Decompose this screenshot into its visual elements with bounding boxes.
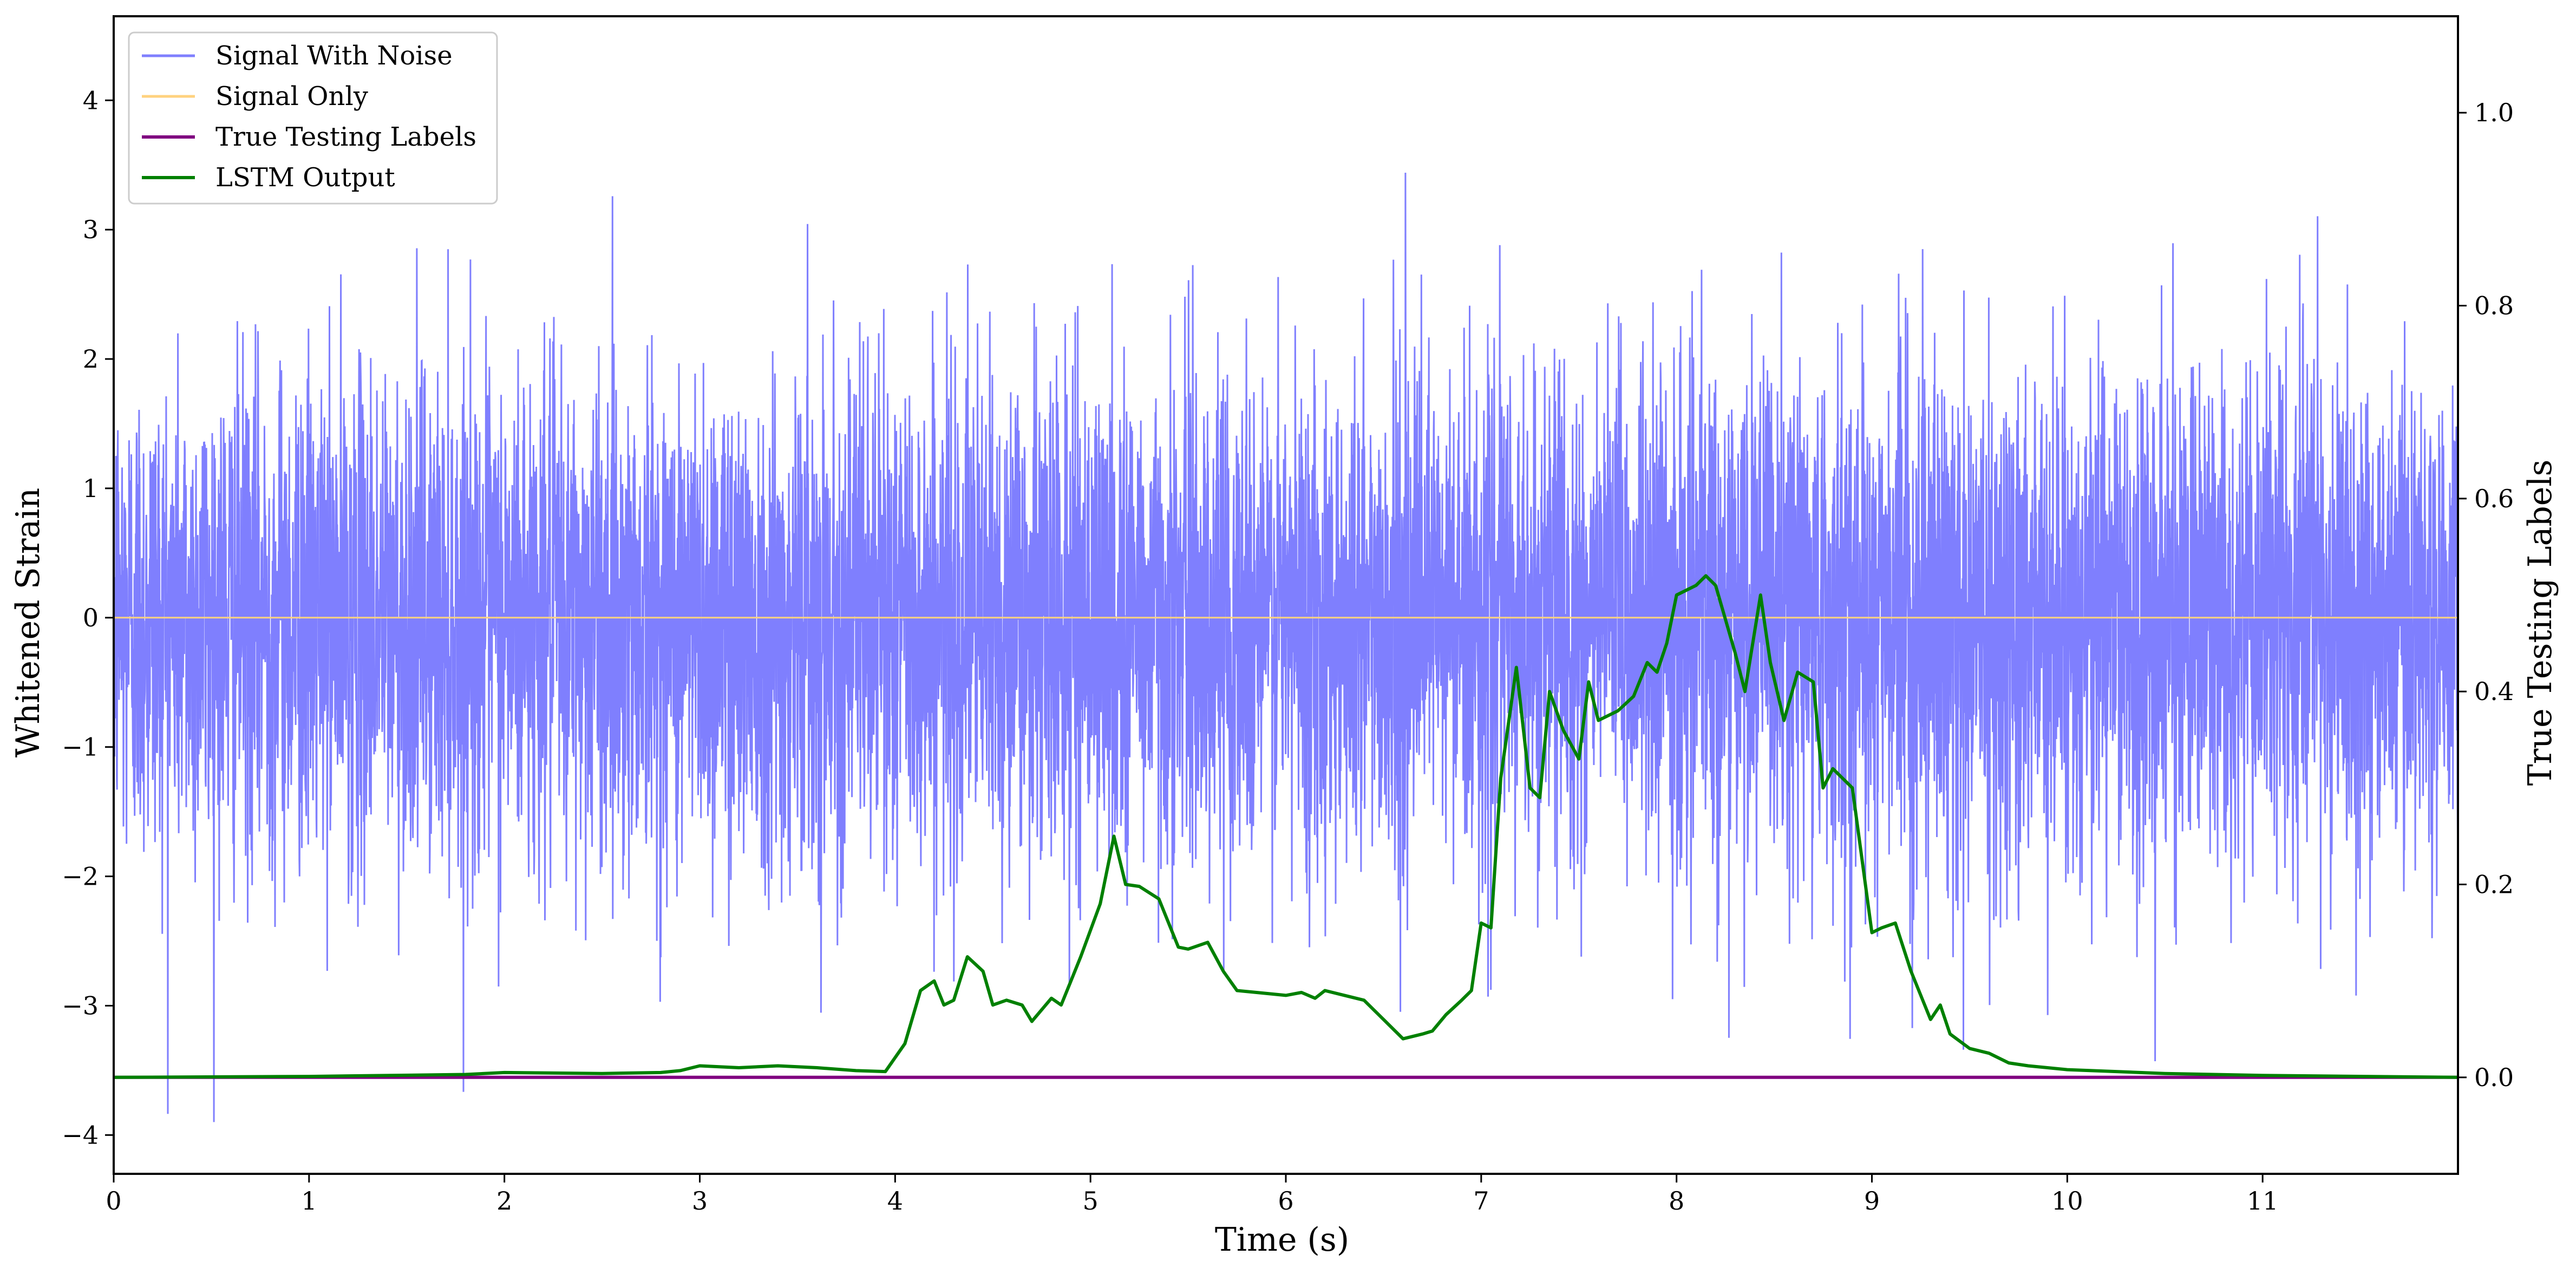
signal-with-noise-line [113,172,2459,1122]
x-tick-label: 7 [1473,1186,1489,1216]
y2-axis-title: True Testing Labels [2521,460,2559,786]
legend-label-true-testing-labels: True Testing Labels [215,122,476,152]
axes: 0 1 2 3 4 5 6 7 8 9 10 1143210−1−2−3−41.00.80.60.40… [62,15,2514,1216]
lstm-output-line [113,574,2459,1079]
y2-tick-label: 0.2 [2474,870,2514,899]
y-tick-label: −2 [62,862,99,891]
x-tick-label: 3 [692,1186,708,1216]
y-tick-label: 2 [83,344,99,374]
y2-tick-label: 1.0 [2474,98,2514,127]
x-tick-label: 10 [2051,1186,2083,1216]
x-tick-label: 4 [887,1186,903,1216]
legend-label-lstm-output: LSTM Output [215,162,395,193]
y-tick-label: 1 [83,474,99,503]
y-tick-label: 4 [83,86,99,115]
legend: Signal With Noise Signal Only True Testi… [128,31,498,205]
x-axis-title: Time (s) [1215,1221,1349,1259]
legend-label-signal-with-noise: Signal With Noise [215,41,453,71]
y-tick-label: −3 [62,991,99,1020]
y2-tick-label: 0.4 [2474,677,2514,706]
y2-tick-label: 0.8 [2474,291,2514,321]
y-tick-label: −1 [62,733,99,762]
x-tick-label: 11 [2247,1186,2279,1216]
x-tick-label: 5 [1083,1186,1099,1216]
y2-tick-label: 0.6 [2474,484,2514,513]
y-tick-label: 3 [83,215,99,244]
series-signal-with-noise [113,172,2459,1122]
y-axis-title: Whitened Strain [9,488,47,757]
y-tick-label: −4 [62,1120,99,1149]
x-tick-label: 9 [1864,1186,1880,1216]
legend-box [128,31,498,205]
x-tick-label: 1 [301,1186,317,1216]
y-tick-label: 0 [83,603,99,632]
x-tick-label: 0 [106,1186,121,1216]
x-tick-label: 8 [1669,1186,1684,1216]
series-lines [113,574,2459,1079]
y2-tick-label: 0.0 [2474,1063,2514,1092]
x-tick-label: 2 [496,1186,512,1216]
legend-label-signal-only: Signal Only [215,81,368,112]
x-tick-label: 6 [1278,1186,1293,1216]
